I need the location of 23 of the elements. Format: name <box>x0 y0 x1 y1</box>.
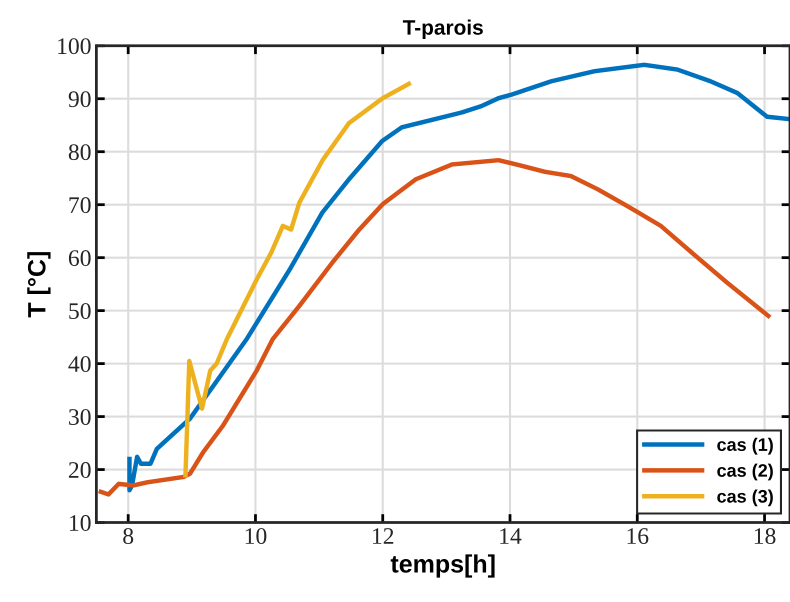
y-axis-title: T [°C] <box>27 252 51 318</box>
chart-title: T-parois <box>402 20 483 39</box>
x-tick-label: 16 <box>628 528 648 544</box>
line-series <box>183 82 412 478</box>
x-tick-label: 12 <box>373 528 394 544</box>
y-tick-label: 40 <box>68 356 91 372</box>
legend-label: cas (3) <box>717 489 773 506</box>
y-tick-label: 30 <box>69 409 91 426</box>
y-tick-label: 60 <box>68 250 91 266</box>
y-tick-label: 100 <box>58 38 91 54</box>
x-tick-label: 18 <box>754 528 776 544</box>
y-tick-label: 50 <box>69 303 91 320</box>
x-tick-label: 14 <box>500 528 522 544</box>
legend-label: cas (1) <box>717 438 773 455</box>
y-tick-label: 90 <box>68 91 91 108</box>
x-tick-label: 10 <box>246 528 266 544</box>
x-tick-label: 8 <box>123 528 134 544</box>
y-tick-label: 10 <box>70 515 91 531</box>
x-axis-title: temps[h] <box>390 554 495 578</box>
y-tick-label: 20 <box>68 462 91 478</box>
y-tick-label: 70 <box>69 197 91 214</box>
y-tick-label: 80 <box>68 144 91 160</box>
legend-label: cas (2) <box>717 464 773 480</box>
